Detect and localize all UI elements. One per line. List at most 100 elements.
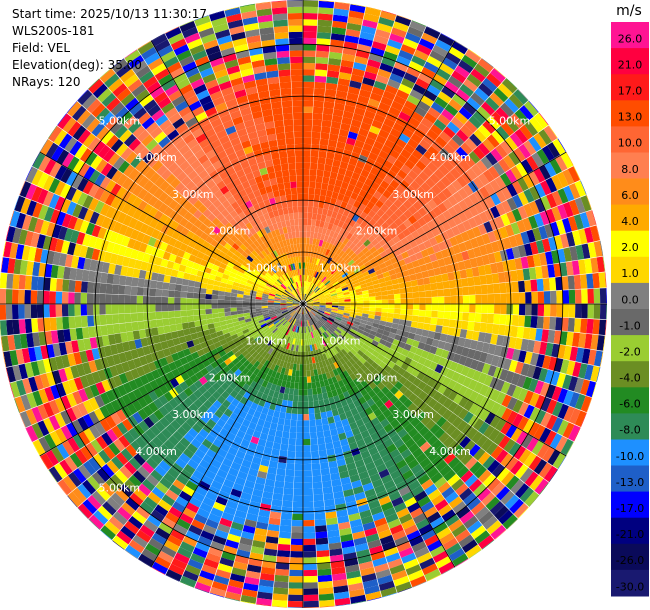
velocity-gate — [348, 271, 356, 277]
velocity-gate — [310, 162, 318, 170]
velocity-gate — [398, 83, 412, 95]
velocity-gate — [423, 323, 431, 331]
velocity-gate — [315, 288, 321, 294]
velocity-gate — [371, 41, 387, 51]
velocity-gate — [356, 261, 364, 268]
velocity-gate — [162, 318, 170, 327]
velocity-gate — [364, 231, 372, 240]
velocity-gate — [317, 207, 324, 215]
velocity-gate — [312, 270, 316, 277]
velocity-gate — [556, 171, 569, 188]
velocity-gate — [367, 209, 377, 219]
velocity-gate — [350, 205, 358, 214]
velocity-gate — [330, 237, 336, 245]
velocity-gate — [180, 297, 187, 304]
velocity-gate — [336, 289, 343, 293]
velocity-gate — [337, 78, 351, 87]
velocity-gate — [363, 300, 370, 304]
velocity-gate — [494, 67, 506, 78]
velocity-gate — [323, 262, 329, 270]
velocity-gate — [544, 161, 557, 177]
velocity-gate — [394, 293, 401, 299]
velocity-gate — [303, 13, 318, 20]
velocity-gate — [474, 285, 482, 295]
velocity-gate — [490, 205, 501, 219]
velocity-gate — [473, 214, 484, 226]
velocity-gate — [18, 289, 25, 304]
velocity-gate — [477, 173, 490, 186]
velocity-gate — [421, 223, 431, 234]
velocity-gate — [350, 306, 357, 310]
velocity-gate — [326, 70, 340, 79]
velocity-gate — [341, 261, 348, 268]
velocity-gate — [328, 274, 334, 281]
velocity-gate — [312, 475, 322, 483]
velocity-gate — [350, 304, 358, 307]
velocity-gate — [334, 179, 343, 188]
velocity-gate — [325, 263, 331, 271]
velocity-gate — [174, 297, 181, 304]
velocity-gate — [456, 129, 469, 142]
velocity-gate — [278, 456, 287, 464]
velocity-gate — [5, 289, 13, 304]
velocity-gate — [305, 357, 310, 365]
velocity-gate — [394, 304, 401, 309]
velocity-gate — [261, 304, 268, 307]
velocity-gate — [340, 123, 351, 132]
velocity-gate — [451, 225, 461, 236]
velocity-gate — [337, 278, 345, 284]
velocity-gate — [330, 127, 340, 136]
velocity-gate — [12, 304, 19, 320]
velocity-gate — [331, 165, 340, 174]
velocity-gate — [339, 65, 353, 75]
velocity-gate — [318, 593, 335, 601]
velocity-gate — [312, 284, 317, 291]
velocity-gate — [325, 190, 333, 198]
velocity-gate — [383, 51, 398, 62]
velocity-gate — [442, 280, 450, 289]
velocity-gate — [305, 287, 309, 295]
velocity-gate — [304, 268, 307, 276]
velocity-gate — [346, 163, 356, 172]
velocity-gate — [462, 295, 470, 304]
velocity-gate — [320, 411, 328, 419]
velocity-gate — [552, 138, 566, 155]
velocity-gate — [199, 288, 207, 294]
velocity-gate — [353, 267, 361, 274]
velocity-gate — [320, 214, 327, 222]
velocity-gate — [299, 376, 303, 384]
velocity-gate — [389, 128, 402, 139]
velocity-gate — [322, 277, 328, 284]
velocity-gate — [338, 267, 345, 274]
velocity-gate — [344, 143, 355, 152]
velocity-gate — [74, 316, 82, 328]
velocity-gate — [433, 168, 445, 180]
velocity-gate — [437, 304, 445, 312]
velocity-gate — [432, 73, 448, 86]
velocity-gate — [217, 295, 225, 300]
velocity-gate — [456, 312, 463, 321]
velocity-gate — [440, 33, 455, 41]
velocity-gate — [412, 309, 420, 316]
velocity-gate — [313, 286, 319, 292]
velocity-gate — [332, 20, 347, 29]
velocity-gate — [303, 249, 306, 257]
velocity-gate — [311, 276, 315, 284]
velocity-gate — [406, 94, 420, 106]
velocity-gate — [218, 312, 225, 318]
velocity-gate — [487, 304, 495, 314]
velocity-gate — [303, 519, 315, 527]
velocity-gate — [445, 52, 461, 65]
velocity-gate — [486, 115, 501, 130]
velocity-gate — [313, 232, 318, 239]
velocity-gate — [303, 532, 316, 539]
velocity-gate — [511, 208, 523, 222]
velocity-gate — [296, 432, 303, 440]
velocity-gate — [280, 443, 289, 451]
velocity-gate — [315, 258, 320, 266]
velocity-gate — [366, 201, 375, 210]
velocity-gate — [456, 304, 464, 312]
velocity-gate — [486, 73, 502, 88]
velocity-gate — [512, 194, 524, 208]
velocity-gate — [407, 138, 419, 150]
